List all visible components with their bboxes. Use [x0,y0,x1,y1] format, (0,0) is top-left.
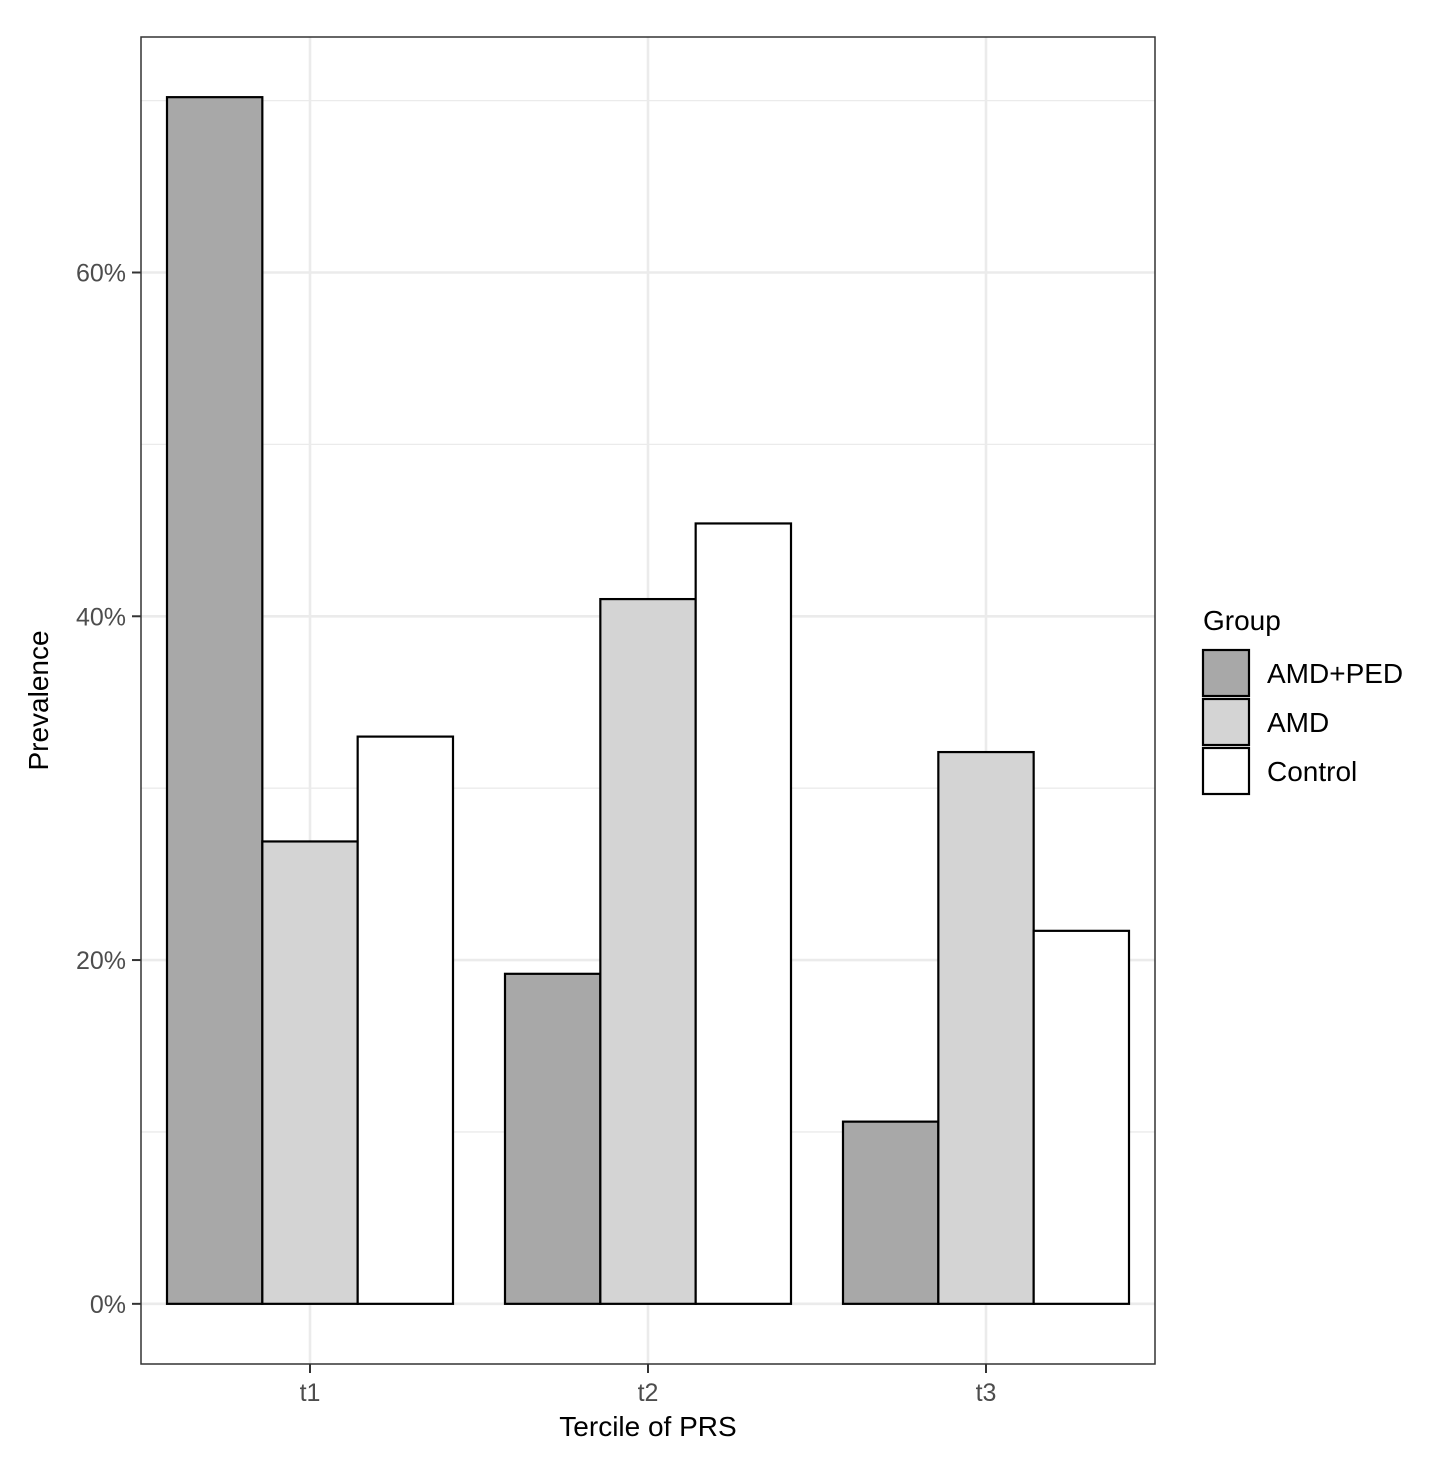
x-tick-label: t1 [300,1379,321,1407]
bar-amd-t1 [261,840,359,1305]
legend-label: AMD [1267,707,1329,738]
bar-amd-t2 [599,597,697,1305]
tick-labels: 0% 20% 40% 60% t1 t2 t3 [76,259,996,1407]
legend-label: AMD+PED [1267,658,1403,689]
bar-amd-t3 [937,750,1035,1305]
bars [165,96,1131,1305]
bar-amd-ped-t1 [165,96,264,1305]
bar-control-t3 [1032,929,1131,1305]
legend-key-amd [1201,697,1251,747]
legend-label: Control [1267,756,1357,787]
bar-amd-ped-t3 [841,1120,940,1305]
legend-key-control [1201,746,1251,796]
bar-control-t2 [694,522,793,1305]
x-tick-label: t2 [638,1379,659,1407]
axis-ticks [132,271,987,1373]
y-tick-label: 40% [76,603,126,631]
bar-amd-ped-t2 [503,972,602,1305]
legend-key-amd-ped [1201,648,1251,698]
y-tick-label: 0% [90,1291,126,1319]
x-tick-label: t3 [976,1379,997,1407]
y-tick-label: 20% [76,947,126,975]
bar-control-t1 [356,735,455,1305]
y-axis-title: Prevalence [23,630,54,770]
legend-title: Group [1203,605,1281,636]
y-tick-label: 60% [76,259,126,287]
x-axis-title: Tercile of PRS [559,1411,736,1442]
legend: Group AMD+PED AMD Control [1201,605,1403,796]
